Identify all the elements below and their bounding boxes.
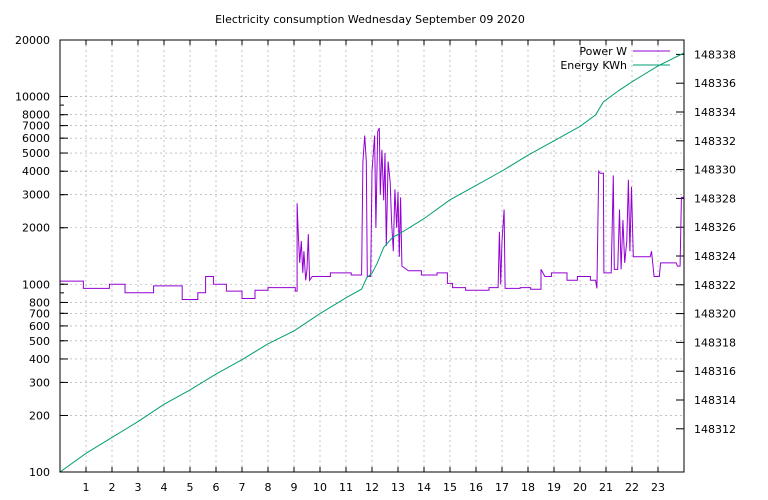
y-tick-label: 300: [29, 376, 50, 389]
x-tick-label: 21: [599, 481, 613, 494]
x-tick-label: 2: [109, 481, 116, 494]
x-tick-label: 16: [469, 481, 483, 494]
series-line-energy-kwh: [59, 52, 685, 473]
y2-tick-label: 148326: [694, 221, 736, 234]
y-tick-label: 3000: [22, 189, 50, 202]
y2-tick-label: 148328: [694, 192, 736, 205]
legend-label-energy: Energy KWh: [560, 59, 627, 72]
x-tick-label: 14: [417, 481, 431, 494]
x-tick-label: 11: [339, 481, 353, 494]
x-tick-label: 17: [495, 481, 509, 494]
y-tick-label: 6000: [22, 132, 50, 145]
y-tick-label: 800: [29, 296, 50, 309]
x-tick-label: 18: [521, 481, 535, 494]
y-tick-label: 2000: [22, 222, 50, 235]
x-tick-label: 10: [313, 481, 327, 494]
y2-tick-label: 148316: [694, 365, 736, 378]
y2-tick-label: 148338: [694, 48, 736, 61]
y-tick-label: 700: [29, 307, 50, 320]
x-tick-label: 19: [547, 481, 561, 494]
y2-tick-label: 148330: [694, 164, 736, 177]
y2-tick-label: 148314: [694, 394, 736, 407]
x-tick-label: 4: [161, 481, 168, 494]
x-tick-label: 5: [187, 481, 194, 494]
axis-ticks: [60, 39, 684, 473]
y-tick-label: 4000: [22, 165, 50, 178]
y-tick-label: 20000: [15, 34, 50, 47]
y2-tick-label: 148324: [694, 250, 736, 263]
series-line-power-w: [60, 127, 684, 300]
y-tick-label: 8000: [22, 109, 50, 122]
y-tick-label: 200: [29, 409, 50, 422]
x-tick-label: 8: [265, 481, 272, 494]
y-tick-label: 500: [29, 335, 50, 348]
x-tick-label: 3: [135, 481, 142, 494]
x-tick-label: 1: [83, 481, 90, 494]
y-tick-label: 7000: [22, 120, 50, 133]
legend-label-power: Power W: [579, 45, 627, 58]
y2-tick-label: 148322: [694, 279, 736, 292]
y2-tick-label: 148336: [694, 77, 736, 90]
y2-axis-tick-labels: 148312 148314 148316 148318 148320 148322 1483…: [694, 48, 736, 435]
grid-lines: [60, 39, 684, 473]
y-tick-label: 100: [29, 466, 50, 479]
x-tick-label: 13: [391, 481, 405, 494]
x-tick-label: 12: [365, 481, 379, 494]
x-tick-label: 15: [443, 481, 457, 494]
x-tick-label: 7: [239, 481, 246, 494]
y2-tick-label: 148332: [694, 135, 736, 148]
y-tick-label: 5000: [22, 147, 50, 160]
x-axis-tick-labels: 1 2 3 4 5 6 7 8 9 10 11 12 13 14 15 16 17 18 19 20 21 22 23: [83, 481, 666, 494]
y-tick-label: 400: [29, 353, 50, 366]
y2-tick-label: 148318: [694, 336, 736, 349]
y-tick-label: 600: [29, 320, 50, 333]
series-lines: [59, 52, 685, 473]
y2-tick-label: 148334: [694, 106, 736, 119]
x-tick-label: 6: [213, 481, 220, 494]
x-tick-label: 20: [573, 481, 587, 494]
plot-frame: [59, 39, 685, 473]
x-tick-label: 22: [625, 481, 639, 494]
chart-title: Electricity consumption Wednesday Septem…: [215, 13, 525, 26]
y2-tick-label: 148320: [694, 308, 736, 321]
x-tick-label: 23: [651, 481, 665, 494]
legend: Power W Energy KWh: [560, 45, 670, 72]
y-tick-label: 1000: [22, 278, 50, 291]
y-tick-label: 10000: [15, 91, 50, 104]
y2-tick-label: 148312: [694, 423, 736, 436]
x-tick-label: 9: [291, 481, 298, 494]
